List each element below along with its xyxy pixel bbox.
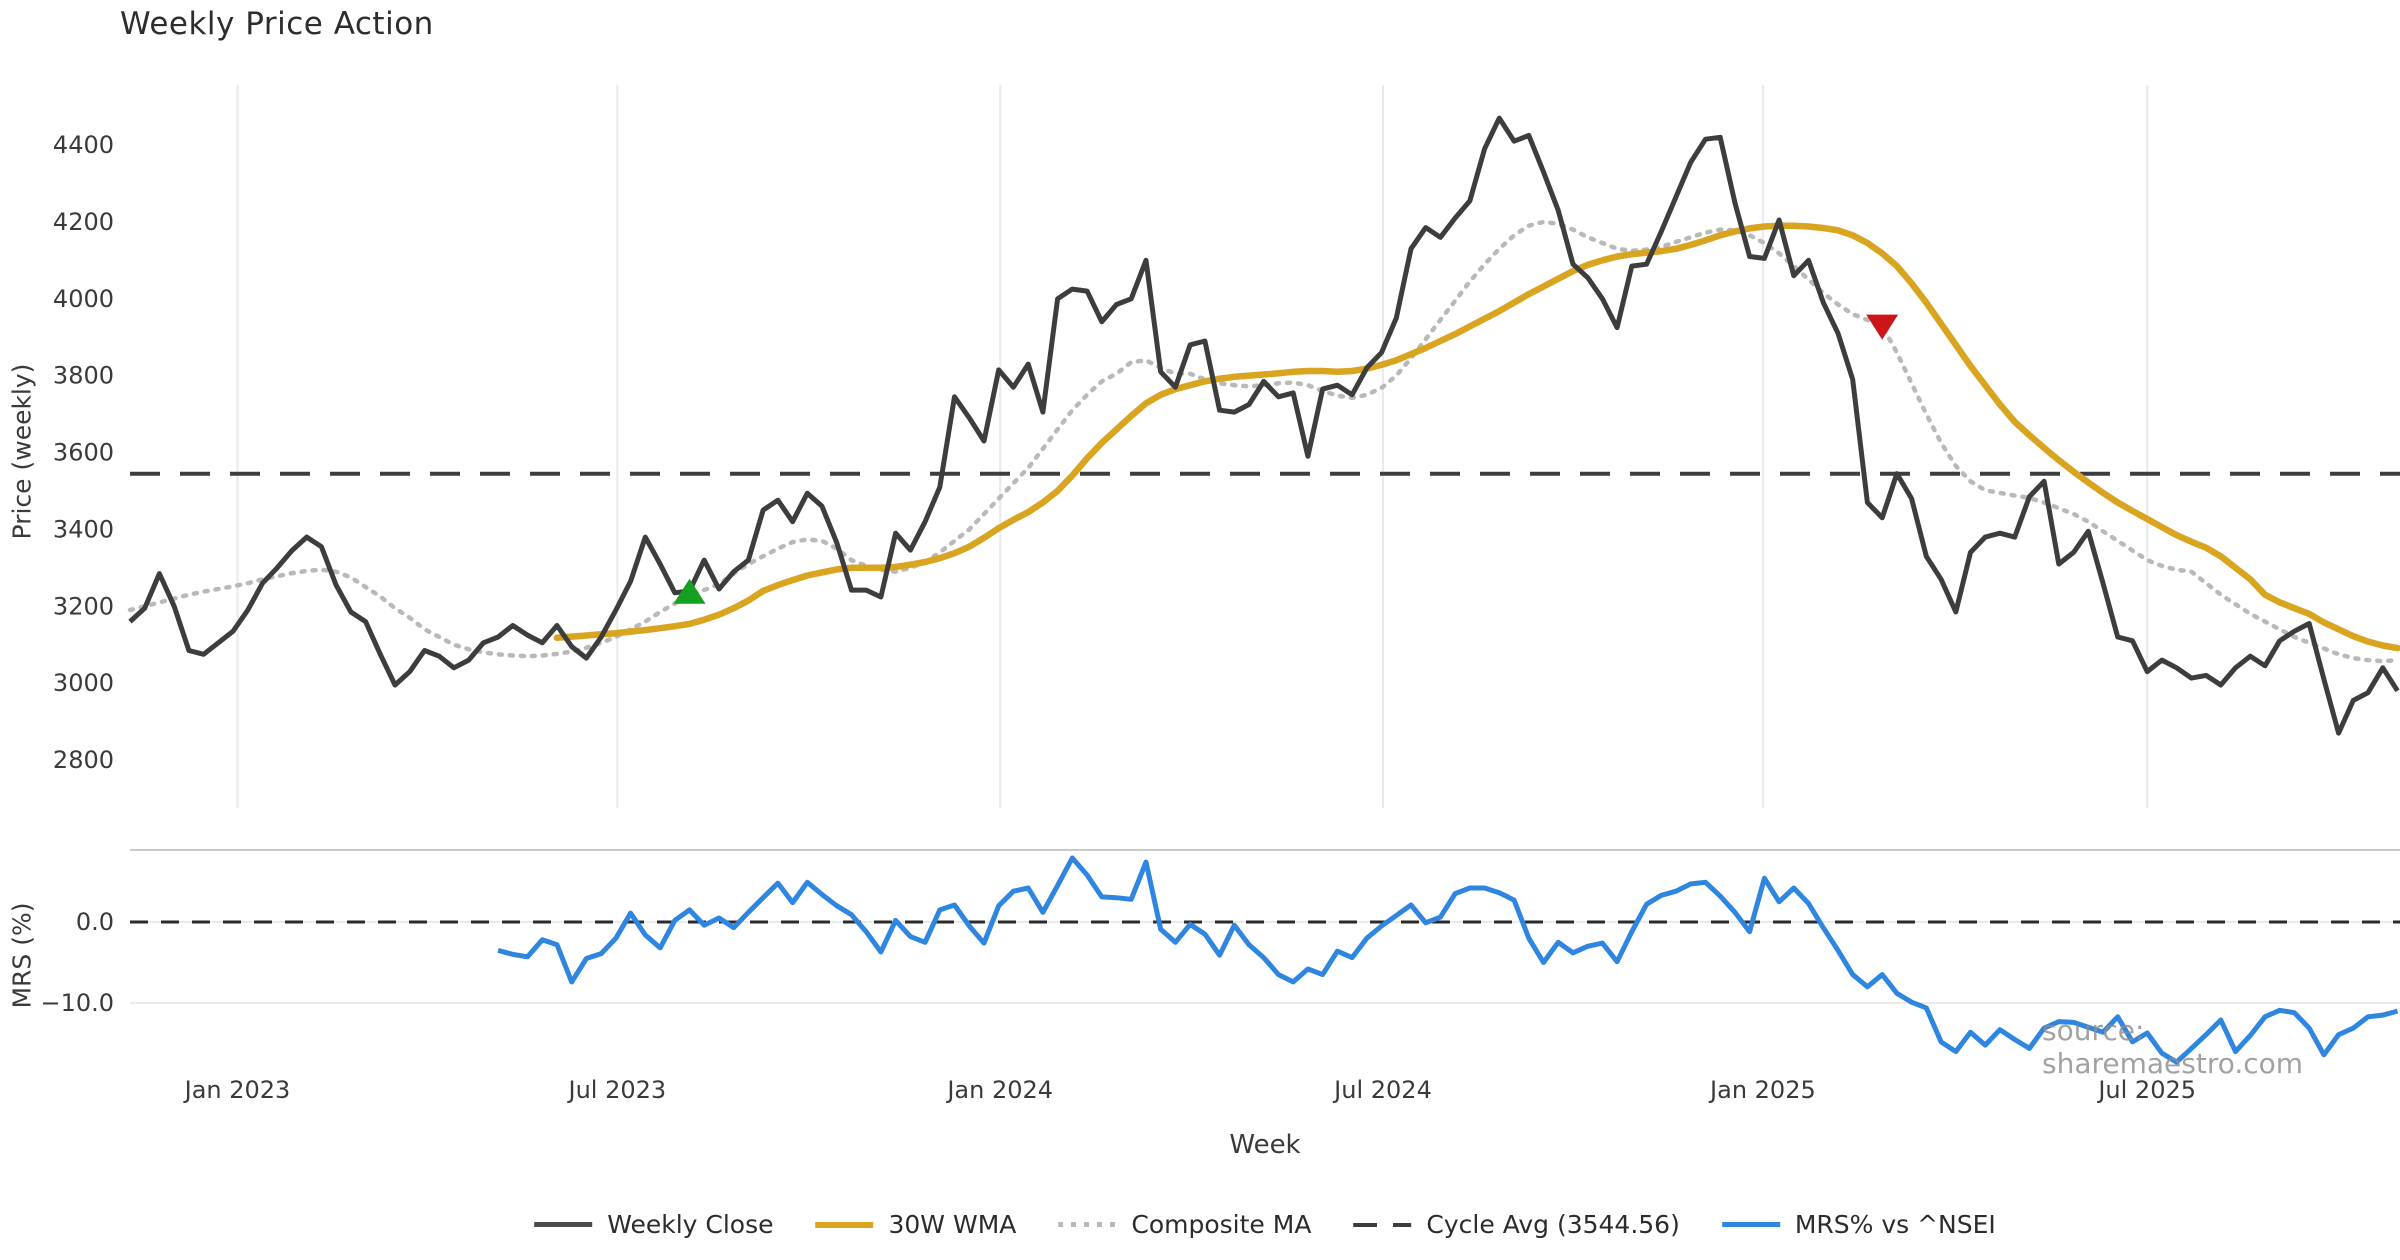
legend-item-cycle-avg: Cycle Avg (3544.56) [1353, 1210, 1680, 1239]
price-tick-label: 4400 [53, 131, 114, 159]
buy-signal-marker [673, 578, 706, 604]
legend-label: 30W WMA [888, 1210, 1017, 1239]
price-tick-label: 3600 [53, 439, 114, 467]
price-tick-label: 3400 [53, 515, 114, 543]
x-tick-label: Jul 2025 [2096, 1076, 2196, 1104]
price-tick-label: 3800 [53, 362, 114, 390]
legend-label: Weekly Close [607, 1210, 774, 1239]
price-tick-label: 3000 [53, 669, 114, 697]
mrs-swatch-icon [1721, 1222, 1780, 1227]
wma-swatch-icon [815, 1221, 874, 1228]
x-tick-label: Jul 2023 [567, 1076, 667, 1104]
legend-label: MRS% vs ^NSEI [1794, 1210, 1996, 1239]
x-tick-label: Jan 2024 [945, 1076, 1053, 1104]
mrs-axis-label: MRS (%) [7, 902, 37, 1009]
price-tick-label: 4200 [53, 208, 114, 236]
x-axis-label: Week [1229, 1130, 1301, 1160]
price-tick-label: 2800 [53, 746, 114, 774]
legend-label: Cycle Avg (3544.56) [1426, 1210, 1680, 1239]
legend-item-mrs: MRS% vs ^NSEI [1721, 1210, 1996, 1239]
legend: Weekly Close 30W WMA Composite MA Cycle … [534, 1210, 1996, 1239]
x-tick-label: Jul 2024 [1332, 1076, 1432, 1104]
sell-signal-marker [1866, 314, 1899, 340]
composite-ma-line [127, 219, 2400, 664]
legend-label: Composite MA [1131, 1210, 1312, 1239]
chart-title: Weekly Price Action [120, 6, 434, 42]
watermark: source: sharemaestro.com [2042, 1014, 2304, 1080]
mrs-tick-label: 0.0 [76, 908, 114, 936]
mrs-line [497, 855, 2399, 1065]
legend-item-composite: Composite MA [1058, 1210, 1311, 1239]
weekly-close-swatch-icon [534, 1222, 593, 1227]
mrs-tick-label: −10.0 [40, 989, 114, 1017]
cycle-avg-swatch-icon [1353, 1222, 1412, 1227]
price-axis-label: Price (weekly) [7, 363, 37, 540]
price-tick-label: 4000 [53, 285, 114, 313]
x-tick-label: Jan 2023 [183, 1076, 291, 1104]
price-tick-label: 3200 [53, 592, 114, 620]
legend-item-weekly-close: Weekly Close [534, 1210, 774, 1239]
legend-item-wma: 30W WMA [815, 1210, 1017, 1239]
weekly-close-line [128, 115, 2400, 736]
x-tick-label: Jan 2025 [1708, 1076, 1816, 1104]
composite-swatch-icon [1058, 1222, 1117, 1227]
wma-line [553, 222, 2400, 652]
